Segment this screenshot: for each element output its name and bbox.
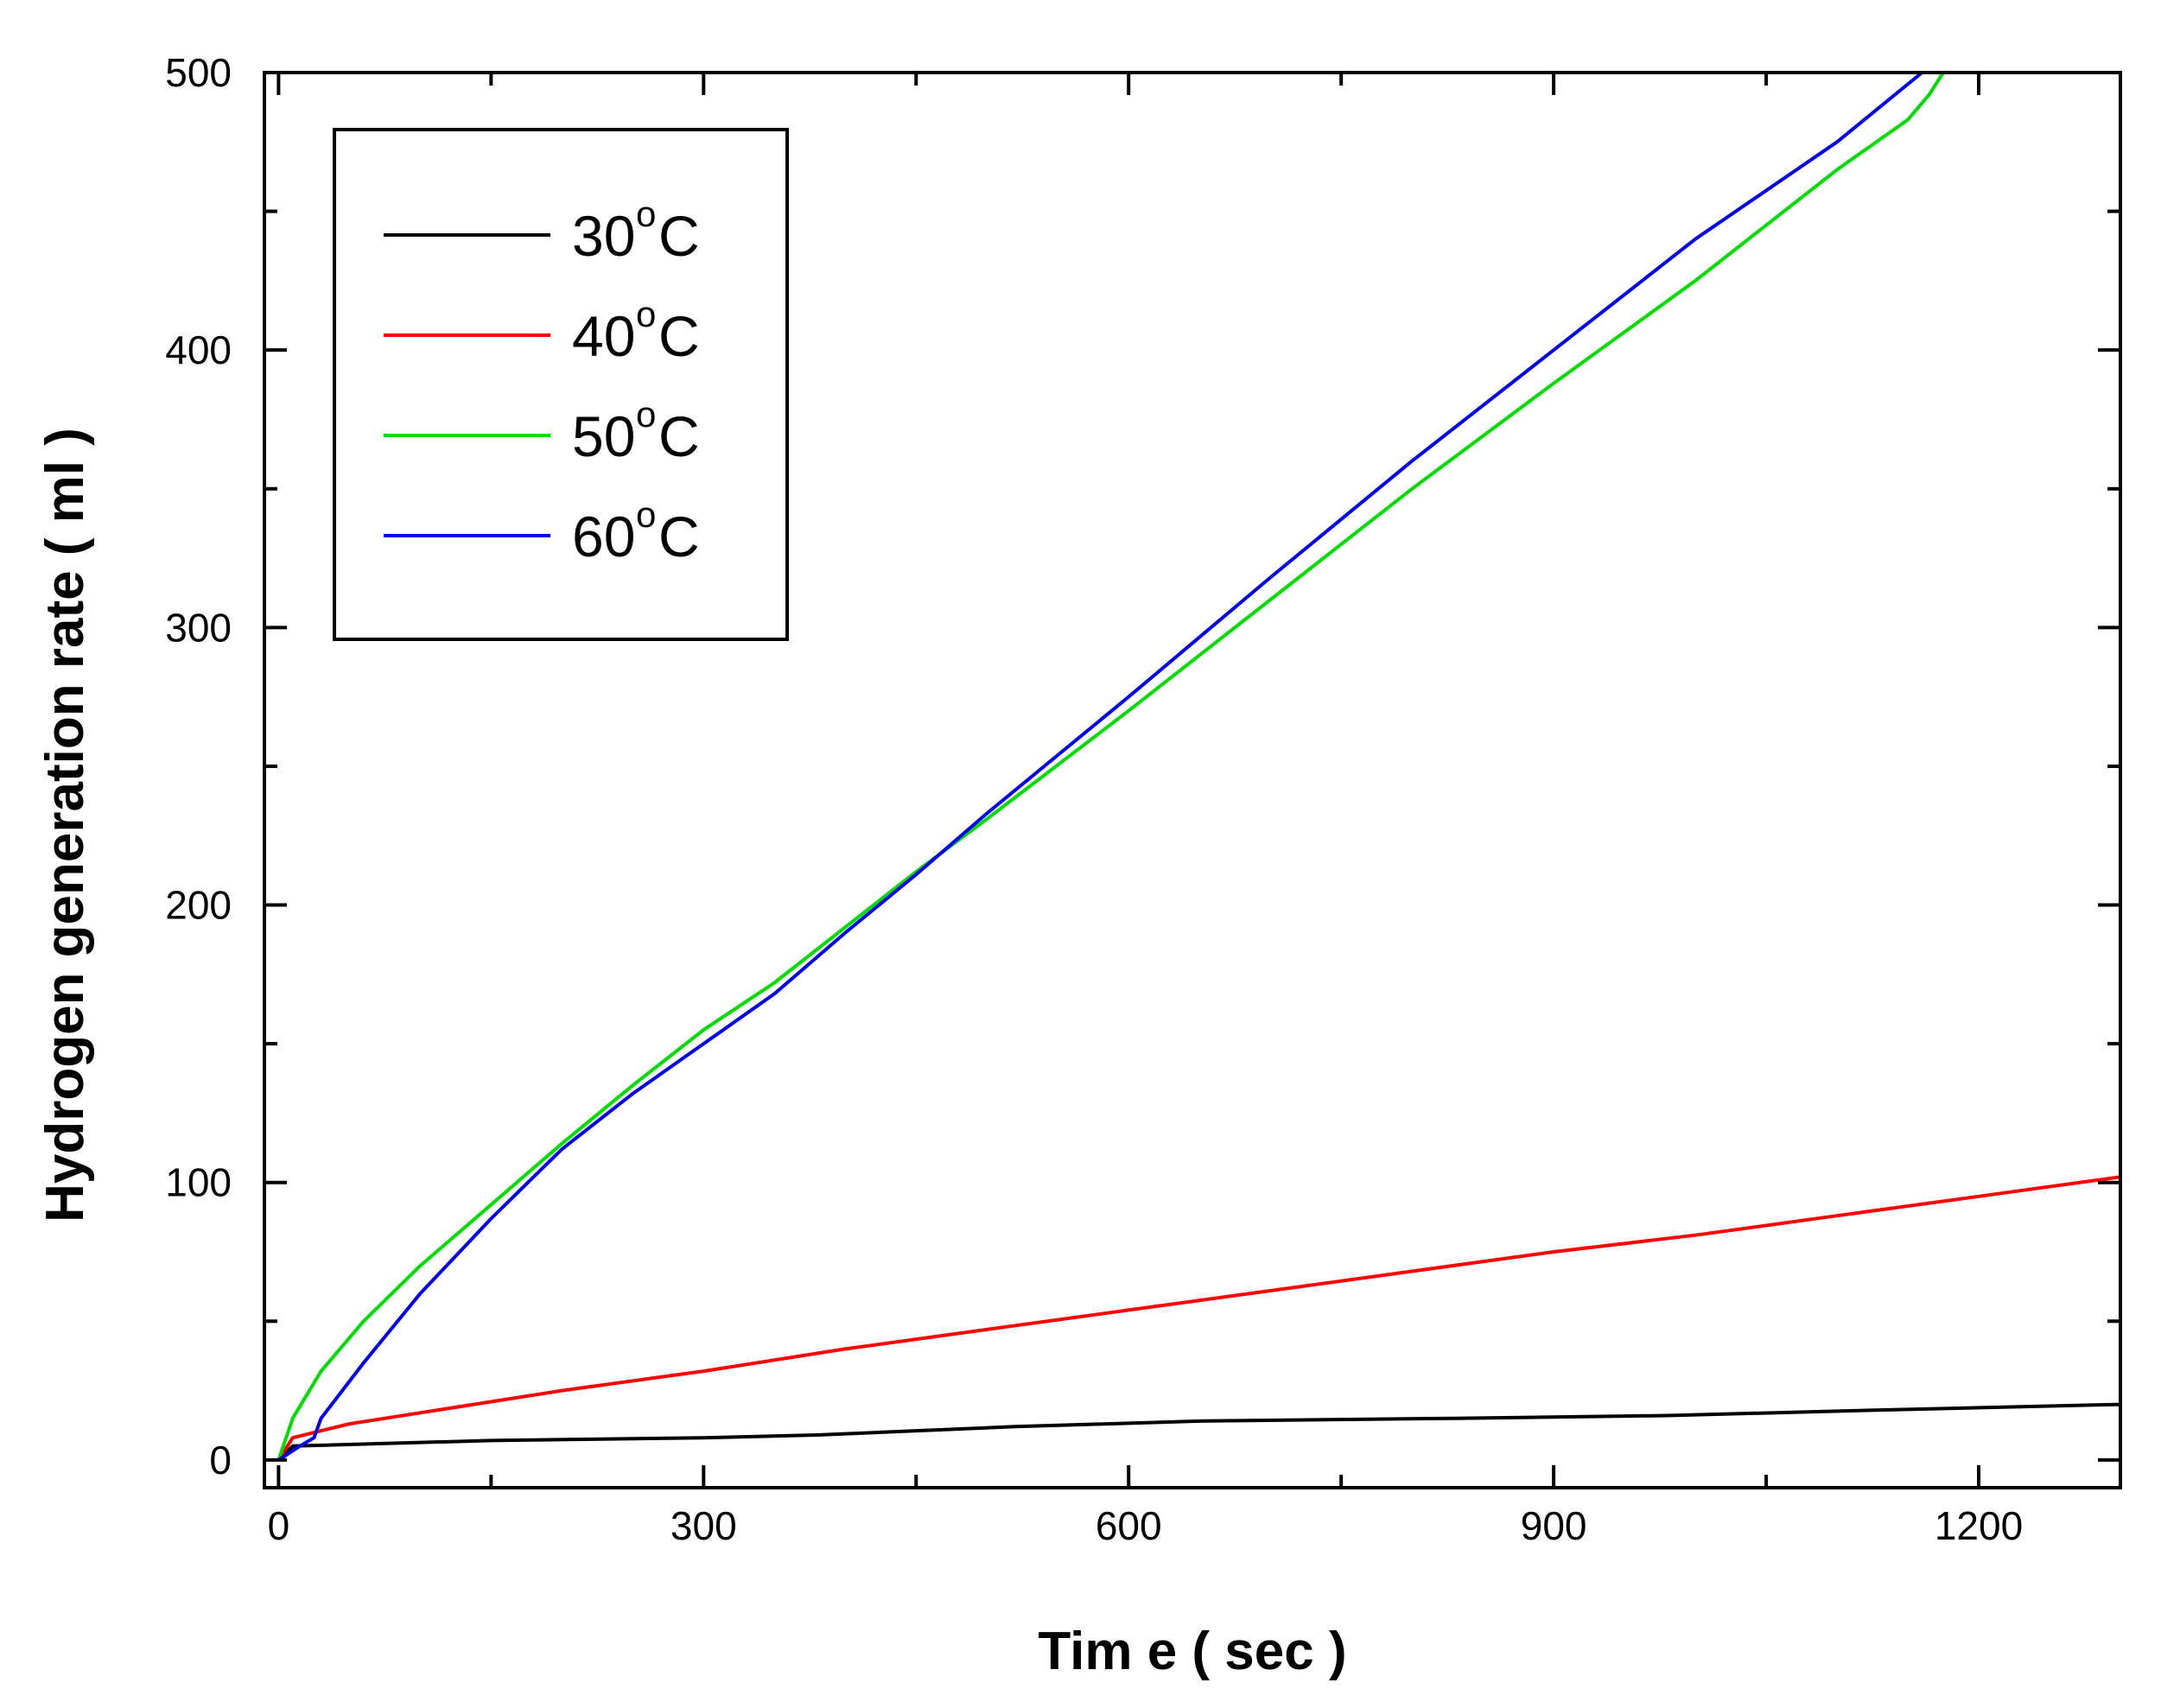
legend-unit: C xyxy=(658,505,700,568)
tick-labels: 0 300 600 900 1200 0 100 200 300 400 500 xyxy=(165,50,2023,1548)
plot-frame xyxy=(263,71,2122,1489)
series-layer xyxy=(276,71,2121,1462)
y-tick-label: 100 xyxy=(165,1160,232,1205)
y-tick-label: 400 xyxy=(165,327,232,372)
legend-label-40: 40 xyxy=(572,304,635,368)
legend-degree-symbol: o xyxy=(636,294,656,334)
ticks-layer xyxy=(264,71,2120,1488)
y-tick-label: 200 xyxy=(165,883,232,928)
legend-unit: C xyxy=(658,404,700,468)
x-tick-label: 300 xyxy=(671,1503,737,1548)
legend-entries: 30 o C40 o C50 o C60 o C xyxy=(384,194,700,568)
x-tick-label: 600 xyxy=(1096,1503,1162,1548)
series-line-30 xyxy=(276,1402,2121,1462)
x-tick-label: 1200 xyxy=(1935,1503,2023,1548)
legend-degree-symbol: o xyxy=(636,194,656,234)
legend: 30 o C40 o C50 o C60 o C xyxy=(333,128,789,641)
legend-degree-symbol: o xyxy=(636,394,656,435)
legend-unit: C xyxy=(658,304,700,368)
legend-label-30: 30 xyxy=(572,204,635,268)
legend-box xyxy=(333,128,789,641)
y-axis-title: Hydrogen generation rate ( ml ) xyxy=(35,428,95,1222)
legend-label-60: 60 xyxy=(572,505,635,568)
series-line-50 xyxy=(276,71,1945,1461)
y-tick-label: 0 xyxy=(209,1438,232,1483)
series-line-60 xyxy=(277,71,1923,1462)
y-tick-label: 500 xyxy=(165,50,232,95)
legend-degree-symbol: o xyxy=(636,494,656,535)
y-tick-label: 300 xyxy=(165,605,232,650)
legend-unit: C xyxy=(658,204,700,268)
x-axis-title: Tim e ( sec ) xyxy=(1038,1622,1346,1681)
x-tick-label: 900 xyxy=(1521,1503,1587,1548)
series-line-40 xyxy=(276,1175,2121,1461)
x-tick-label: 0 xyxy=(268,1503,290,1548)
legend-label-50: 50 xyxy=(572,404,635,468)
